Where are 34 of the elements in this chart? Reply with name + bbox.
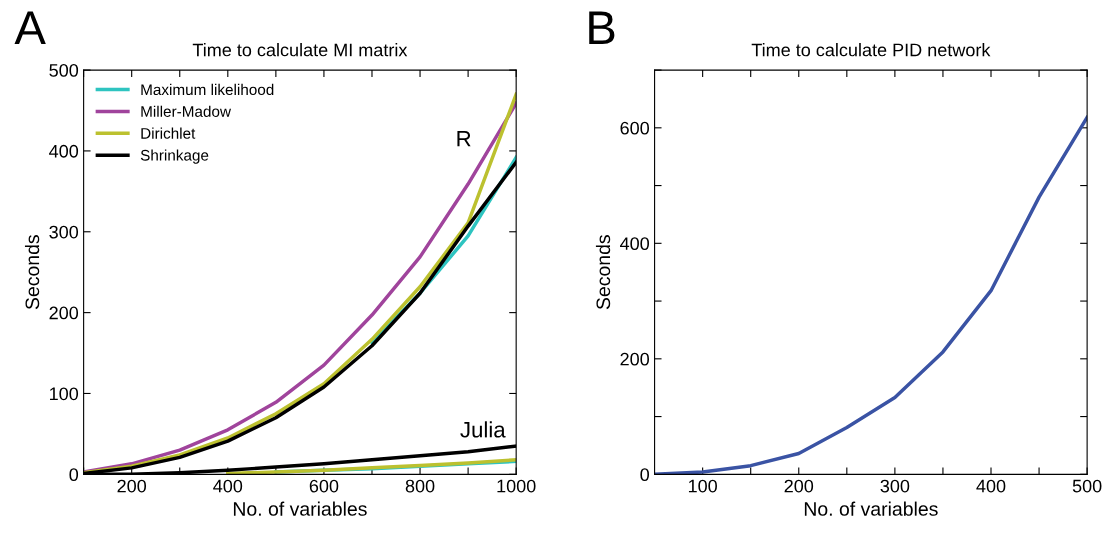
legend-label: Maximum likelihood [141, 83, 274, 96]
chart-title: Time to calculate MI matrix [192, 43, 408, 57]
x-tick-label: 400 [976, 479, 1006, 493]
x-tick-label: 800 [405, 479, 435, 493]
x-tick-label: 200 [784, 479, 814, 493]
y-tick-label: 400 [620, 237, 650, 251]
y-tick-label: 0 [640, 468, 650, 482]
y-axis-title: Seconds [595, 235, 611, 310]
y-tick-label: 500 [49, 64, 79, 77]
text: A [14, 11, 46, 45]
legend-label: Miller-Madow [141, 105, 232, 117]
chart-title: Time to calculate PID network [751, 43, 991, 57]
x-axis-title: No. of variables [233, 501, 367, 516]
y-tick-label: 0 [69, 468, 79, 482]
text: B [589, 11, 615, 45]
legend-label: Dirichlet [141, 127, 196, 139]
y-tick-label: 600 [620, 121, 650, 135]
x-tick-label: 200 [117, 479, 147, 493]
annotation: Julia [460, 421, 506, 438]
annotation: R [457, 131, 471, 147]
x-tick-label: 500 [1072, 479, 1102, 493]
x-tick-label: 600 [309, 479, 339, 493]
x-tick-label: 100 [688, 479, 717, 493]
y-axis-title: Seconds [24, 235, 40, 310]
y-tick-label: 200 [620, 352, 650, 366]
legend-label: Shrinkage [140, 149, 209, 164]
x-axis-title: No. of variables [804, 501, 938, 516]
x-tick-label: 400 [213, 479, 243, 493]
y-tick-label: 200 [49, 306, 79, 320]
x-tick-label: 1000 [497, 479, 536, 493]
y-tick-label: 300 [49, 225, 79, 239]
x-tick-label: 300 [880, 479, 910, 493]
y-tick-label: 100 [50, 387, 79, 401]
y-tick-label: 400 [49, 144, 79, 158]
